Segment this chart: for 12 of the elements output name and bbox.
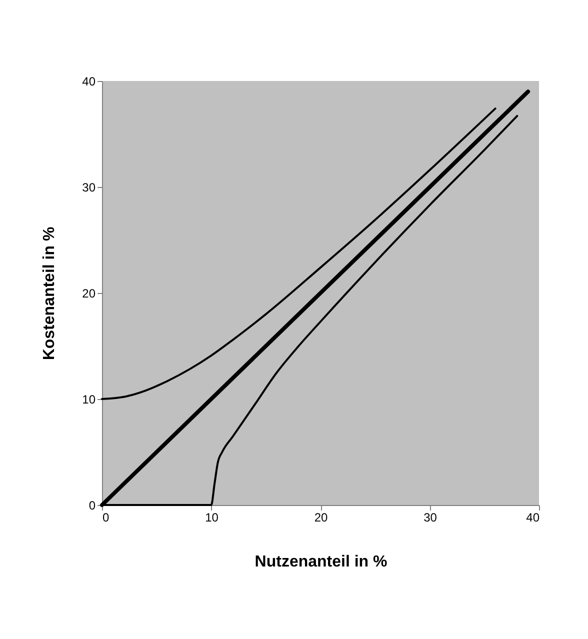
y-tick-label: 0 [88,498,96,512]
x-tick-label: 30 [424,510,438,524]
y-axis-title: Kostenanteil in % [41,226,58,360]
x-tick-label: 40 [526,510,540,524]
x-tick-label: 0 [102,510,110,524]
y-tick-label: 20 [82,286,96,300]
y-tick-label: 40 [82,74,96,88]
x-tick-label: 10 [205,510,219,524]
y-tick-label: 10 [82,392,96,406]
x-tick-label: 20 [314,510,328,524]
x-axis-title: Nutzenanteil in % [254,554,388,570]
y-tick-label: 30 [82,180,96,194]
